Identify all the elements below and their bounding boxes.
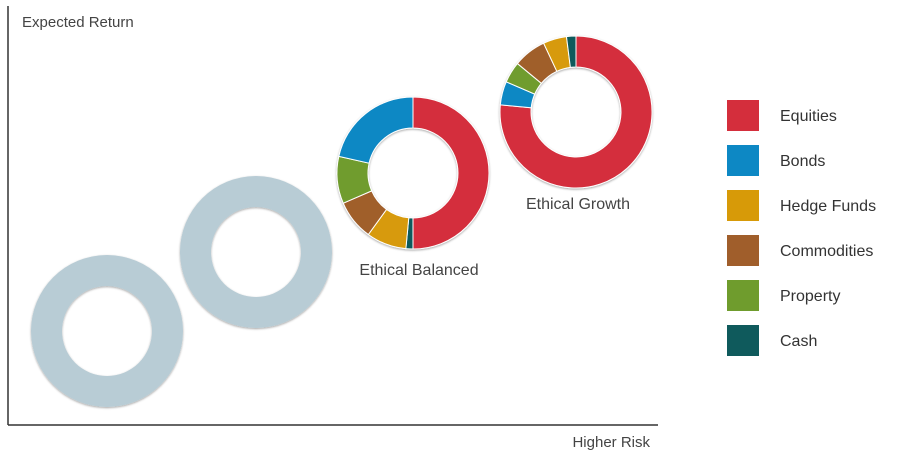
legend-item-cash: Cash (727, 325, 817, 356)
legend-item-hedge-funds: Hedge Funds (727, 190, 876, 221)
legend-label-property: Property (780, 288, 840, 305)
y-axis-label: Expected Return (22, 14, 134, 31)
legend-item-property: Property (727, 280, 840, 311)
slice-ethical-balanced-equities (412, 96, 490, 250)
donut-ring (336, 96, 490, 250)
donut-label-ethical-balanced: Ethical Balanced (359, 262, 478, 279)
legend-label-commodities: Commodities (780, 243, 873, 260)
legend-label-bonds: Bonds (780, 153, 825, 170)
legend-label-cash: Cash (780, 333, 817, 350)
slice-ethical-balanced-bonds (338, 96, 414, 164)
legend: Equities Bonds Hedge Funds Commodities Prope… (727, 100, 876, 356)
legend-item-commodities: Commodities (727, 235, 873, 266)
legend-item-equities: Equities (727, 100, 837, 131)
placeholder-ring (31, 255, 183, 407)
x-axis-label: Higher Risk (572, 434, 650, 450)
legend-swatch-equities (727, 100, 759, 131)
donut-label-ethical-growth: Ethical Growth (526, 196, 630, 213)
legend-swatch-property (727, 280, 759, 311)
legend-swatch-commodities (727, 235, 759, 266)
legend-swatch-bonds (727, 145, 759, 176)
donut-ethical-growth: Ethical Growth (499, 35, 653, 213)
donut-placeholder-2 (180, 176, 332, 328)
legend-swatch-hedge-funds (727, 190, 759, 221)
slice-ethical-growth-equities (499, 35, 653, 189)
slice-ethical-growth-cash (565, 35, 577, 68)
legend-swatch-cash (727, 325, 759, 356)
donut-ring (499, 35, 653, 189)
legend-label-equities: Equities (780, 108, 837, 125)
placeholder-ring (180, 176, 332, 328)
donut-placeholder-1 (31, 255, 183, 407)
donut-ethical-balanced: Ethical Balanced (336, 96, 490, 279)
legend-item-bonds: Bonds (727, 145, 825, 176)
donut-group: Ethical Balanced Ethical Growth (31, 35, 653, 407)
legend-label-hedge-funds: Hedge Funds (780, 198, 876, 215)
